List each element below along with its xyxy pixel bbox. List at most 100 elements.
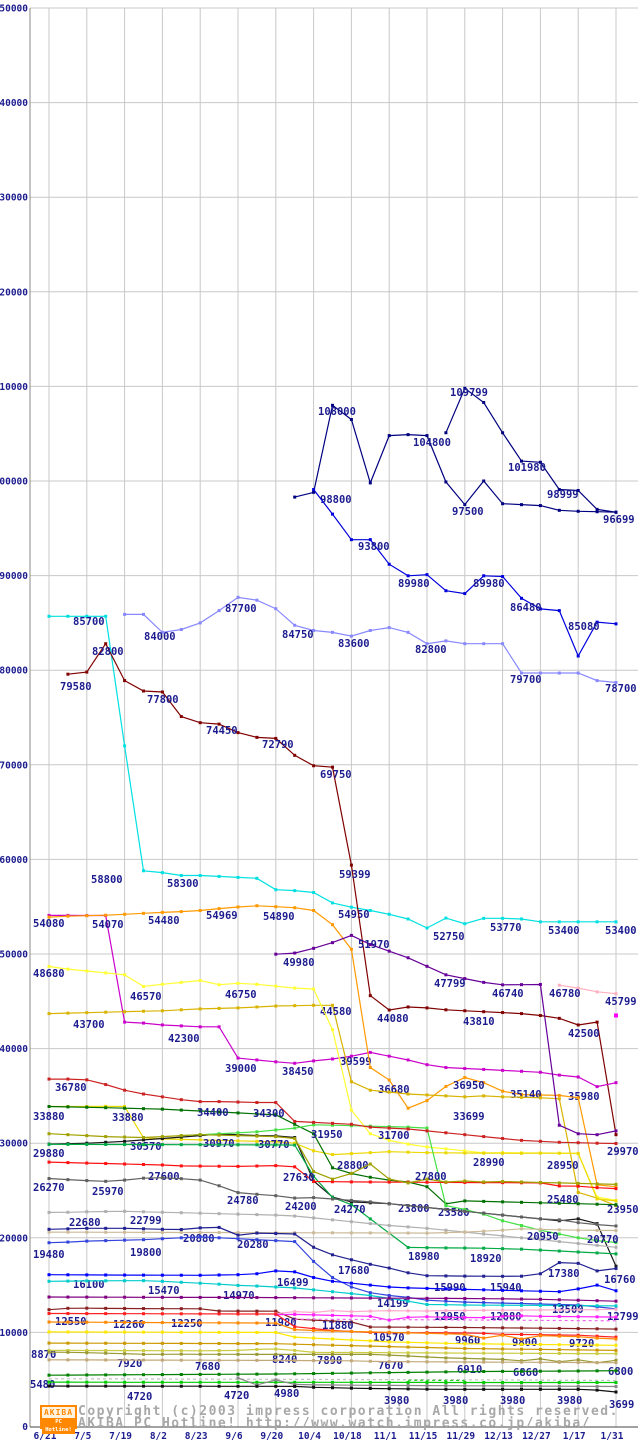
- data-point-marker: [198, 1133, 202, 1137]
- data-point-marker: [274, 1321, 278, 1325]
- data-point-marker: [406, 1204, 410, 1208]
- data-point-marker: [614, 1229, 618, 1233]
- data-point-marker: [142, 1021, 145, 1025]
- data-point-marker: [349, 1386, 353, 1390]
- data-point-marker: [47, 1273, 51, 1277]
- x-axis-tick: 8/2: [150, 1431, 167, 1440]
- data-point-marker: [85, 1312, 89, 1316]
- data-point-marker: [368, 538, 372, 542]
- data-point-marker: [255, 1231, 259, 1235]
- price-label-red-a: 31700: [378, 1130, 410, 1142]
- data-point-marker: [614, 1203, 618, 1207]
- data-point-marker: [482, 1081, 486, 1085]
- data-point-marker: [85, 1380, 89, 1384]
- price-label-navy-a: 104800: [413, 437, 451, 449]
- data-point-marker: [85, 1273, 89, 1277]
- data-point-marker: [557, 671, 561, 675]
- data-point-marker: [501, 1357, 505, 1361]
- data-point-marker: [576, 1352, 580, 1356]
- data-point-marker: [387, 1231, 391, 1235]
- data-point-marker: [595, 1283, 599, 1287]
- data-point-marker: [557, 1073, 561, 1077]
- data-point-marker: [444, 1384, 448, 1388]
- data-point-marker: [576, 1387, 580, 1391]
- data-point-marker: [198, 1312, 202, 1316]
- price-label-cyan-a: 53400: [605, 925, 637, 937]
- data-point-marker: [557, 488, 561, 492]
- data-point-marker: [293, 1312, 297, 1316]
- data-point-marker: [387, 1285, 391, 1289]
- data-point-marker: [538, 1093, 542, 1097]
- price-label-periwinkle: 78700: [605, 683, 637, 695]
- data-point-marker: [444, 1387, 448, 1391]
- data-point-marker: [557, 1093, 561, 1097]
- price-label-purple-a: 46780: [549, 988, 581, 1000]
- price-label-maroon-a: 79580: [60, 681, 92, 693]
- data-point-marker: [349, 1296, 353, 1300]
- data-point-marker: [47, 1341, 51, 1345]
- data-point-marker: [501, 642, 505, 646]
- data-point-marker: [123, 1139, 127, 1143]
- data-point-marker: [85, 1295, 89, 1299]
- data-point-marker: [482, 1246, 486, 1250]
- data-point-marker: [274, 1378, 278, 1382]
- data-point-marker: [274, 1135, 278, 1139]
- data-point-marker: [293, 1352, 297, 1356]
- data-point-marker: [274, 1140, 278, 1144]
- data-point-marker: [444, 589, 448, 593]
- data-point-marker: [47, 1380, 51, 1384]
- data-point-marker: [538, 1360, 542, 1364]
- data-point-marker: [501, 1095, 505, 1099]
- data-point-marker: [312, 1313, 316, 1317]
- data-point-marker: [538, 1343, 542, 1347]
- data-point-marker: [104, 1239, 108, 1243]
- data-point-marker: [614, 1343, 618, 1347]
- data-point-marker: [444, 1274, 448, 1278]
- data-point-marker: [66, 1273, 70, 1277]
- data-point-marker: [463, 1370, 467, 1374]
- data-point-marker: [557, 1384, 561, 1388]
- data-point-marker: [425, 1063, 429, 1067]
- data-point-marker: [444, 480, 448, 484]
- data-point-marker: [66, 1011, 70, 1015]
- data-point-marker: [104, 1358, 108, 1362]
- data-point-marker: [293, 1382, 297, 1386]
- data-point-marker: [425, 1286, 429, 1290]
- price-label-green-a: 18980: [408, 1251, 440, 1263]
- data-point-marker: [236, 1273, 240, 1277]
- price-label-dimgray-a: 24200: [285, 1201, 317, 1213]
- data-point-marker: [387, 1360, 391, 1364]
- data-point-marker: [160, 1352, 164, 1356]
- data-point-marker: [595, 1299, 599, 1303]
- data-point-marker: [198, 1341, 202, 1345]
- data-point-marker: [160, 1380, 164, 1384]
- data-point-marker: [198, 1273, 202, 1277]
- data-point-marker: [538, 1151, 542, 1155]
- data-point-marker: [160, 1307, 164, 1311]
- data-point-marker: [85, 670, 89, 674]
- price-label-cyan-b: 12799: [607, 1311, 639, 1323]
- data-point-marker: [236, 1233, 240, 1237]
- data-point-marker: [576, 1181, 580, 1185]
- data-point-marker: [425, 1370, 429, 1374]
- data-point-marker: [425, 1226, 429, 1230]
- data-point-marker: [595, 1348, 599, 1352]
- price-label-navy-mid: 15940: [490, 1282, 522, 1294]
- data-point-marker: [66, 1230, 70, 1234]
- data-point-marker: [520, 1303, 523, 1307]
- data-point-marker: [520, 1236, 523, 1240]
- data-point-marker: [538, 1384, 542, 1388]
- data-point-marker: [349, 1108, 353, 1112]
- data-point-marker: [236, 981, 240, 985]
- data-point-marker: [160, 1341, 164, 1345]
- data-point-marker: [236, 1342, 240, 1346]
- data-point-marker: [614, 1187, 618, 1191]
- data-point-marker: [520, 1326, 523, 1330]
- data-point-marker: [217, 1309, 221, 1313]
- data-point-marker: [236, 1295, 240, 1299]
- data-point-marker: [387, 1387, 391, 1391]
- data-point-marker: [312, 1350, 316, 1354]
- data-point-marker: [614, 622, 618, 626]
- data-point-marker: [255, 1372, 259, 1376]
- data-point-marker: [595, 1327, 599, 1331]
